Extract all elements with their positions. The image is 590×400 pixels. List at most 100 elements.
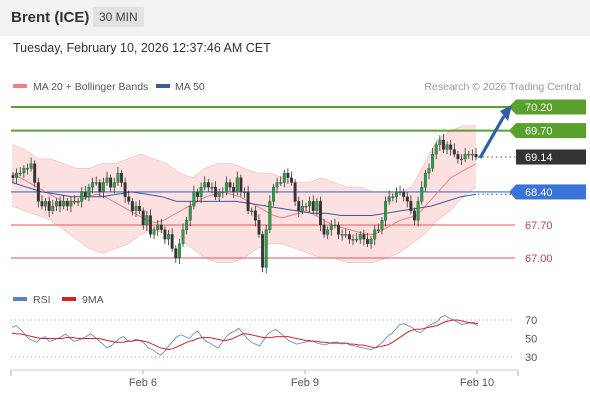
candle-body xyxy=(413,210,416,221)
candle-body xyxy=(228,182,232,188)
rsi-tick-30: 30 xyxy=(525,352,537,364)
candle-body xyxy=(80,191,84,202)
candle-body xyxy=(308,201,312,207)
candle-body xyxy=(394,191,398,197)
candle-body xyxy=(51,205,55,211)
candle-body xyxy=(322,224,326,235)
candle-body xyxy=(340,234,344,236)
candle-body xyxy=(181,229,185,244)
level-67-70-label: 67.70 xyxy=(525,220,553,232)
candle-body xyxy=(315,201,319,211)
candle-body xyxy=(243,191,246,194)
candle-body xyxy=(366,238,369,244)
candle-body xyxy=(297,201,301,211)
level-69-70-tag xyxy=(516,123,586,139)
candle-body xyxy=(416,201,420,221)
candle-body xyxy=(311,201,315,211)
candle-body xyxy=(423,172,427,188)
level-68-40-tag xyxy=(516,184,586,200)
ma20-legend-swatch xyxy=(13,84,27,88)
candle-body xyxy=(112,182,116,188)
candle-body xyxy=(134,205,138,211)
rsi-tick-50: 50 xyxy=(525,334,537,346)
candle-body xyxy=(73,201,76,203)
candle-body xyxy=(15,172,19,178)
candle-body xyxy=(275,182,279,188)
candle-body xyxy=(398,191,402,194)
candle-body xyxy=(203,182,207,188)
candle-body xyxy=(167,234,170,240)
ma9-legend-label: 9MA xyxy=(82,294,104,306)
level-69-14-tag xyxy=(516,149,586,165)
candle-body xyxy=(391,196,395,198)
candle-body xyxy=(26,168,29,170)
timeframe-badge[interactable]: 30 MIN xyxy=(93,7,144,27)
candle-body xyxy=(326,229,330,235)
candle-body xyxy=(431,154,435,169)
candle-body xyxy=(452,149,456,155)
candle-body xyxy=(44,201,48,207)
candle-body xyxy=(130,201,134,211)
level-68-40-tag-arrow xyxy=(509,184,516,200)
rsi-legend-label: RSI xyxy=(33,294,51,306)
candle-body xyxy=(344,234,348,236)
candle-body xyxy=(405,196,409,202)
candle-body xyxy=(87,187,91,197)
candle-body xyxy=(40,201,44,207)
candle-body xyxy=(282,172,286,183)
candle-body xyxy=(210,187,214,189)
level-70-20-tag-arrow xyxy=(509,99,516,115)
candle-body xyxy=(470,154,474,156)
candle-body xyxy=(163,229,167,240)
candle-body xyxy=(127,196,131,202)
x-tick-label: Feb 9 xyxy=(291,377,319,389)
candle-body xyxy=(402,191,406,197)
instrument-title: Brent (ICE) xyxy=(11,9,90,26)
candle-body xyxy=(192,191,196,207)
candle-body xyxy=(474,154,478,158)
candle-body xyxy=(358,234,362,240)
chart-header: Brent (ICE) 30 MIN xyxy=(0,0,590,36)
candle-body xyxy=(232,187,236,193)
candle-body xyxy=(65,201,69,207)
candle-body xyxy=(427,168,431,174)
candle-body xyxy=(94,182,98,184)
candle-body xyxy=(235,177,239,193)
candle-body xyxy=(206,182,210,188)
candle-body xyxy=(91,182,95,188)
level-68-40-label: 68.40 xyxy=(525,187,553,199)
timestamp: Tuesday, February 10, 2026 12:37:46 AM C… xyxy=(13,41,271,55)
candle-body xyxy=(257,220,261,235)
level-69-70-label: 69.70 xyxy=(525,126,553,138)
candle-body xyxy=(438,139,442,145)
x-tick-label: Feb 6 xyxy=(129,377,157,389)
level-70-20-label: 70.20 xyxy=(525,102,553,114)
candle-body xyxy=(101,182,105,193)
candle-body xyxy=(224,182,228,193)
level-67-00-label: 67.00 xyxy=(525,253,553,265)
candle-body xyxy=(355,238,359,241)
candle-body xyxy=(174,248,178,259)
candle-body xyxy=(246,191,250,211)
candle-body xyxy=(159,224,163,230)
candle-body xyxy=(467,154,471,156)
candle-body xyxy=(253,210,257,221)
candle-body xyxy=(138,205,142,211)
ma9-legend-swatch xyxy=(62,297,76,301)
x-tick-label: Feb 10 xyxy=(460,377,494,389)
rsi-legend-swatch xyxy=(13,297,27,301)
candle-body xyxy=(286,172,290,178)
candle-body xyxy=(337,224,340,235)
candle-body xyxy=(380,220,384,230)
candle-body xyxy=(449,144,453,150)
candle-body xyxy=(120,172,123,183)
candle-body xyxy=(250,210,254,212)
candle-body xyxy=(22,168,26,174)
candle-body xyxy=(76,201,80,203)
candle-body xyxy=(69,201,73,207)
candle-body xyxy=(329,224,333,230)
candle-body xyxy=(188,205,192,221)
candle-body xyxy=(47,201,51,211)
candle-body xyxy=(456,154,460,160)
